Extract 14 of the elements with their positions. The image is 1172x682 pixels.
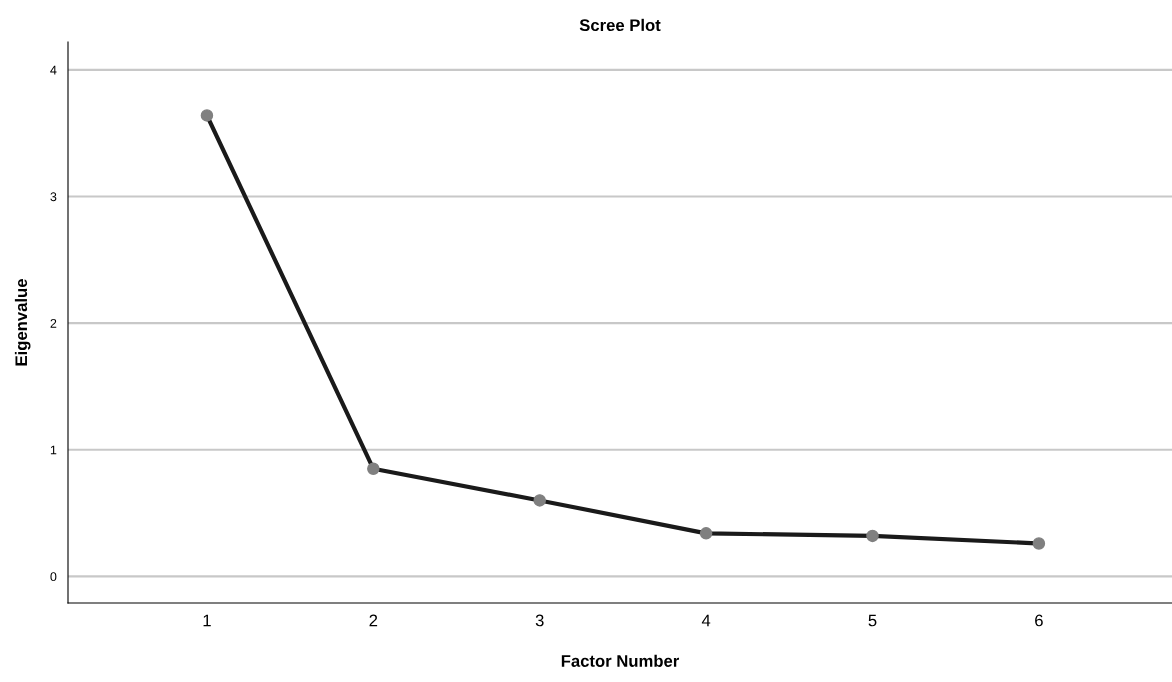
x-tick-label: 6 (1035, 614, 1043, 627)
x-tick-label: 2 (369, 614, 378, 627)
x-tick-label: 1 (203, 614, 211, 627)
chart-title: Scree Plot (579, 18, 661, 32)
y-tick-label: 0 (50, 572, 57, 582)
x-axis-title: Factor Number (561, 654, 680, 667)
x-tick-label: 5 (868, 614, 877, 627)
y-tick-label: 1 (50, 445, 57, 455)
y-tick-label: 3 (50, 192, 57, 202)
x-tick-label: 4 (701, 614, 711, 627)
y-tick-label: 2 (50, 318, 57, 328)
x-tick-label: 3 (535, 614, 544, 627)
y-tick-label: 4 (50, 65, 57, 75)
y-axis-title: Eigenvalue (14, 279, 31, 366)
